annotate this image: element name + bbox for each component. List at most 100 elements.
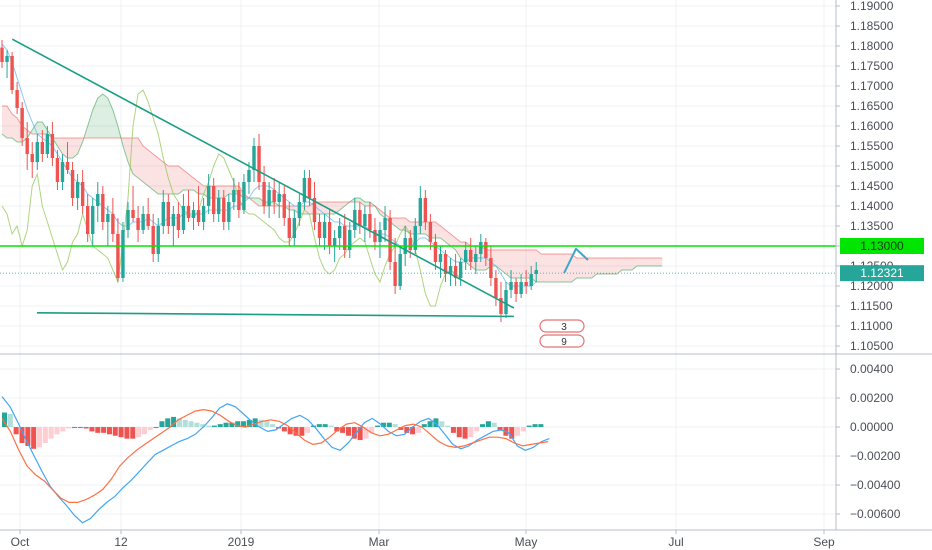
candle[interactable] — [242, 174, 246, 214]
candle[interactable] — [126, 202, 130, 238]
candle[interactable] — [191, 202, 196, 230]
trendline[interactable] — [36, 312, 514, 318]
candle[interactable] — [96, 182, 100, 222]
candle[interactable] — [247, 162, 251, 194]
candle[interactable] — [166, 194, 171, 234]
candle[interactable] — [519, 274, 523, 298]
candle[interactable] — [469, 238, 473, 270]
candle[interactable] — [383, 206, 387, 242]
candle[interactable] — [40, 130, 45, 162]
macd-pane[interactable] — [1, 396, 550, 524]
candle[interactable] — [30, 142, 34, 178]
candle[interactable] — [458, 258, 463, 286]
candle[interactable] — [141, 206, 145, 234]
candle[interactable] — [287, 202, 291, 246]
candle[interactable] — [237, 182, 241, 218]
candle[interactable] — [60, 154, 65, 190]
candle[interactable] — [227, 194, 231, 230]
candle[interactable] — [45, 126, 50, 158]
candle[interactable] — [393, 238, 397, 294]
candle[interactable] — [343, 214, 347, 258]
candlestick-series[interactable] — [0, 40, 538, 322]
candle[interactable] — [116, 218, 120, 282]
candle[interactable] — [438, 246, 443, 278]
candle[interactable] — [0, 40, 4, 68]
candle[interactable] — [282, 186, 286, 226]
candle[interactable] — [65, 142, 70, 174]
macd-line[interactable] — [1, 396, 550, 524]
candle[interactable] — [277, 182, 281, 218]
candle[interactable] — [201, 198, 206, 230]
candle[interactable] — [176, 202, 181, 238]
candle[interactable] — [423, 190, 428, 230]
candle[interactable] — [111, 198, 115, 242]
candle[interactable] — [529, 266, 533, 290]
candle[interactable] — [453, 254, 458, 286]
candle[interactable] — [222, 190, 226, 230]
candle[interactable] — [217, 190, 221, 222]
candle[interactable] — [353, 198, 357, 238]
candle[interactable] — [358, 202, 362, 234]
candle[interactable] — [121, 222, 125, 282]
candle[interactable] — [232, 178, 236, 210]
candle[interactable] — [55, 150, 60, 190]
candle[interactable] — [10, 52, 14, 94]
candle[interactable] — [80, 170, 85, 214]
candle[interactable] — [433, 234, 438, 270]
candle[interactable] — [474, 246, 478, 274]
candle[interactable] — [504, 282, 508, 318]
candle[interactable] — [348, 222, 352, 258]
candle[interactable] — [35, 134, 39, 170]
candle[interactable] — [101, 186, 105, 230]
candle[interactable] — [398, 246, 402, 290]
candle[interactable] — [297, 194, 302, 226]
candle[interactable] — [91, 198, 95, 246]
candle[interactable] — [75, 174, 80, 210]
trendline[interactable] — [11, 38, 515, 309]
event-badge-lower[interactable]: 9 — [539, 334, 585, 348]
candle[interactable] — [25, 122, 29, 170]
candle[interactable] — [292, 210, 297, 246]
candle[interactable] — [272, 178, 276, 214]
candle[interactable] — [337, 218, 342, 250]
event-badges[interactable]: 3 9 — [539, 319, 585, 348]
candle[interactable] — [322, 214, 327, 250]
candle[interactable] — [484, 238, 488, 266]
candle[interactable] — [106, 206, 110, 246]
candle[interactable] — [151, 214, 155, 262]
candle[interactable] — [312, 182, 317, 230]
candle[interactable] — [146, 198, 150, 230]
candle[interactable] — [85, 194, 90, 242]
candle[interactable] — [418, 186, 423, 234]
candle[interactable] — [252, 138, 256, 182]
candle[interactable] — [211, 178, 216, 222]
candle[interactable] — [443, 250, 448, 282]
candle[interactable] — [156, 218, 160, 262]
projection-arrow[interactable] — [563, 247, 589, 274]
candle[interactable] — [428, 214, 433, 250]
candle[interactable] — [534, 262, 538, 282]
candle[interactable] — [317, 214, 322, 246]
candle[interactable] — [257, 134, 261, 190]
candle[interactable] — [50, 122, 55, 166]
candle[interactable] — [494, 270, 498, 306]
candle[interactable] — [136, 206, 140, 242]
candle[interactable] — [307, 170, 312, 206]
candle[interactable] — [509, 270, 513, 298]
candle[interactable] — [5, 50, 9, 78]
candle[interactable] — [20, 102, 24, 146]
candle[interactable] — [479, 234, 483, 262]
candle[interactable] — [368, 202, 372, 238]
signal-line[interactable] — [1, 408, 549, 503]
drawing-tools[interactable] — [0, 38, 836, 318]
candle[interactable] — [186, 190, 191, 222]
candle[interactable] — [267, 182, 271, 218]
candle[interactable] — [524, 270, 528, 294]
candle[interactable] — [448, 258, 453, 286]
candle[interactable] — [131, 186, 135, 222]
event-badge-upper[interactable]: 3 — [539, 319, 585, 333]
candle[interactable] — [206, 174, 211, 214]
candle[interactable] — [489, 246, 493, 286]
candle[interactable] — [181, 194, 186, 234]
candle[interactable] — [161, 190, 165, 234]
